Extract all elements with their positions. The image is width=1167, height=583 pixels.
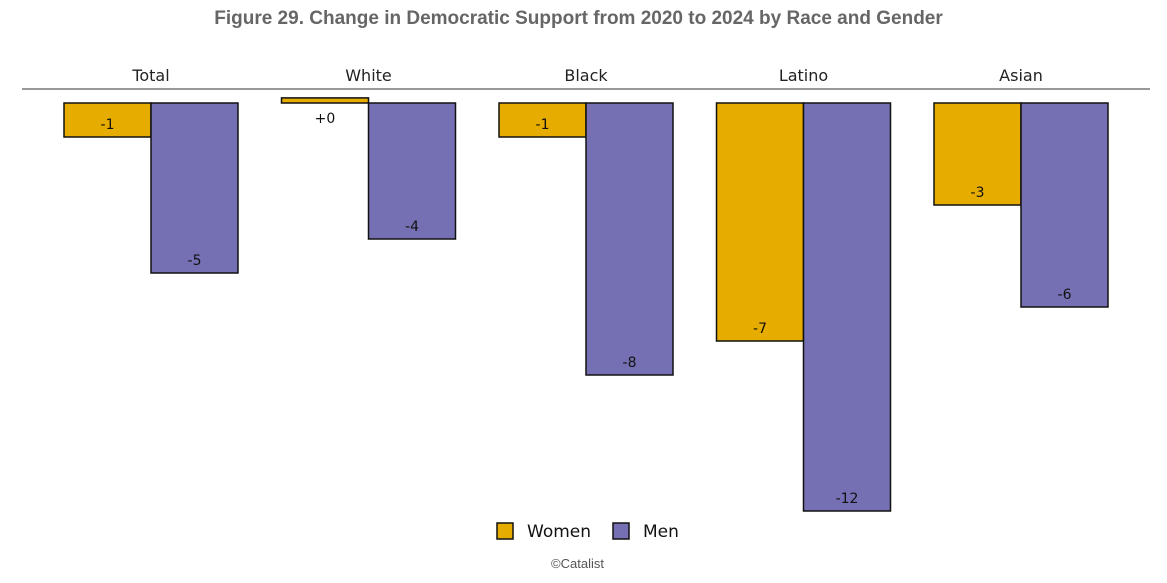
panel-labels: Total White Black Latino Asian bbox=[131, 66, 1043, 85]
value-label-men-total: -5 bbox=[188, 253, 202, 269]
panel-label-white: White bbox=[345, 66, 392, 85]
value-label-women-asian: -3 bbox=[971, 185, 985, 201]
bar-women-black bbox=[498, 102, 587, 138]
bar-men-latino bbox=[802, 102, 892, 512]
value-label-men-latino: -12 bbox=[836, 491, 859, 507]
bar-men-black bbox=[585, 102, 674, 376]
value-label-women-latino: -7 bbox=[753, 321, 767, 337]
bars bbox=[63, 97, 1109, 512]
legend-swatch-men bbox=[612, 522, 630, 540]
legend-label-women: Women bbox=[527, 522, 591, 542]
value-label-men-black: -8 bbox=[623, 355, 637, 371]
value-label-women-black: -1 bbox=[536, 117, 550, 133]
value-label-men-asian: -6 bbox=[1058, 287, 1072, 303]
value-labels: -1 -5 +0 -4 -1 -8 -7 -12 -3 -6 bbox=[101, 111, 1072, 507]
bar-men-total bbox=[150, 102, 239, 274]
bar-men-asian bbox=[1020, 102, 1109, 308]
value-label-women-white: +0 bbox=[315, 111, 336, 127]
credit-text: ©Catalist bbox=[551, 556, 604, 571]
legend: Women Men bbox=[496, 522, 679, 542]
chart-title: Figure 29. Change in Democratic Support … bbox=[214, 8, 943, 29]
panel-label-black: Black bbox=[564, 66, 608, 85]
panel-label-asian: Asian bbox=[999, 66, 1043, 85]
legend-swatch-women bbox=[496, 522, 514, 540]
panel-label-total: Total bbox=[131, 66, 169, 85]
panel-label-latino: Latino bbox=[779, 66, 828, 85]
value-label-men-white: -4 bbox=[405, 219, 419, 235]
legend-label-men: Men bbox=[643, 522, 679, 542]
bar-women-latino bbox=[715, 102, 805, 342]
bar-women-white bbox=[280, 97, 370, 104]
bar-men-white bbox=[367, 102, 457, 240]
bar-women-asian bbox=[933, 102, 1022, 206]
value-label-women-total: -1 bbox=[101, 117, 115, 133]
